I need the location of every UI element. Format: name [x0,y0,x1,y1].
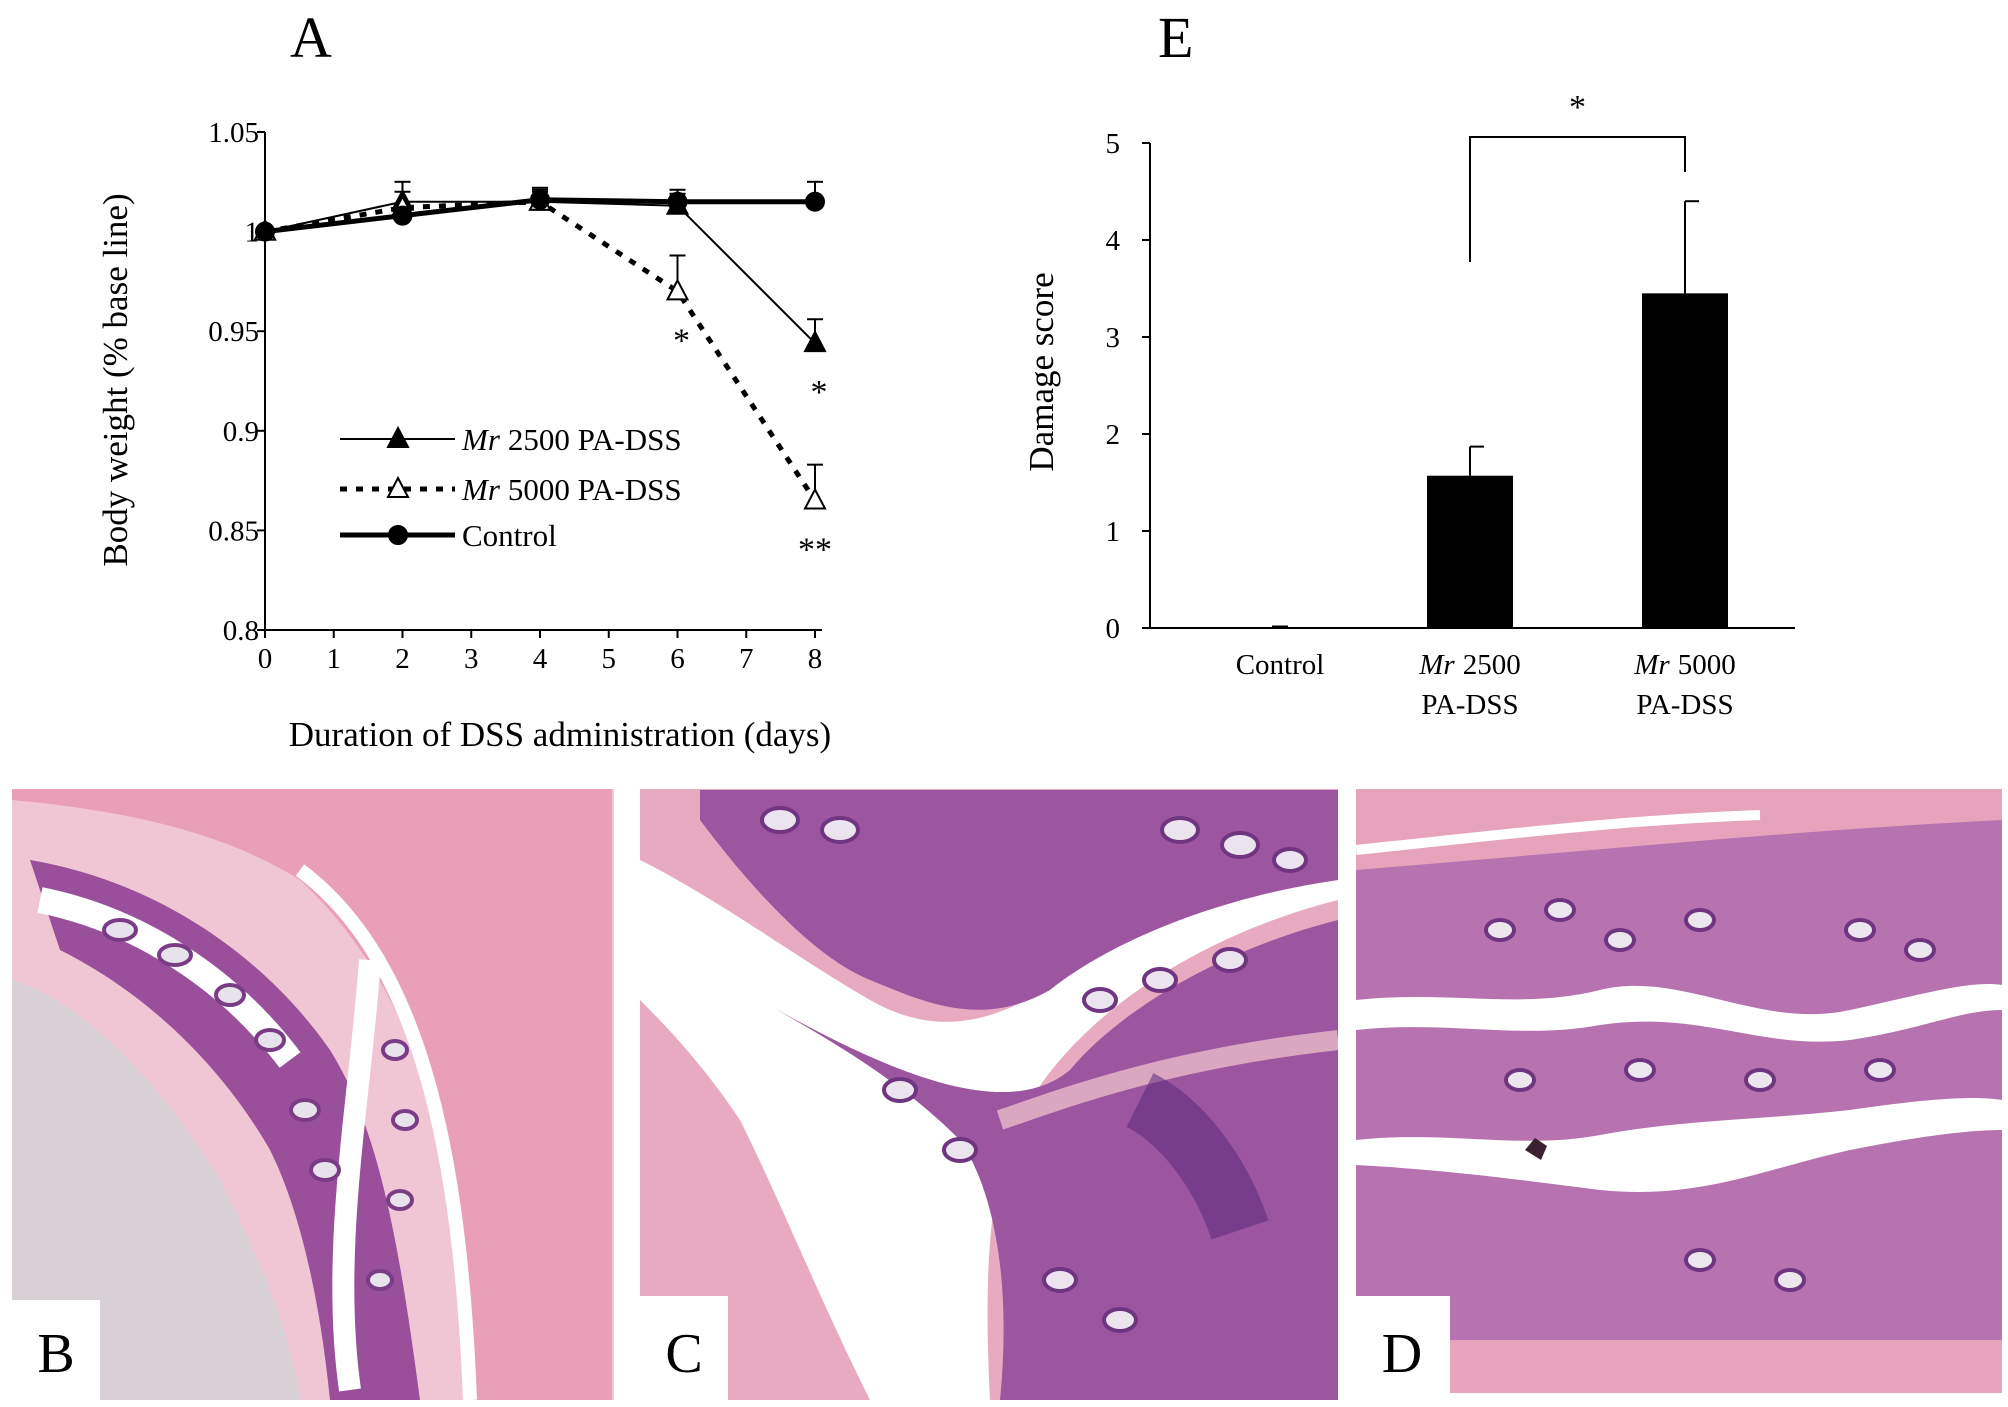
legend-label-control: Control [462,518,557,553]
x-axis-label: Duration of DSS administration (days) [289,715,831,754]
x-tick-label: 3 [464,643,479,675]
legend-marker-mr2500 [386,425,410,448]
y-tick-label: 4 [1106,225,1121,257]
x-tick-label: 6 [670,643,685,675]
data-point [665,278,690,301]
data-point [530,189,550,210]
y-tick-label: 0.9 [223,416,259,448]
y-tick-label: 0.8 [223,615,259,647]
panel-label-e: E [1158,5,1193,70]
y-axis-label: Damage score [1022,272,1061,471]
x-tick-label: 8 [808,643,823,675]
data-point [805,191,825,212]
category-italic: Mr [1633,649,1670,681]
category-label: Mr 5000 [1633,649,1735,681]
data-point [803,487,827,510]
data-point [392,205,413,226]
series-mr5000: *** [253,188,832,569]
x-tick-label: 2 [395,643,410,675]
panel-label-a: A [290,5,332,70]
legend-name: 2500 PA-DSS [508,422,682,457]
category-italic: Mr [1418,649,1455,681]
y-tick-label: 1 [1106,516,1121,548]
panel-label-b: B [37,1323,74,1385]
significance-marker: * [1569,89,1586,126]
y-tick-label: 0.85 [208,515,259,547]
legend-label-mr5000: Mr 5000 PA-DSS [461,472,682,507]
y-tick-label: 3 [1106,322,1121,354]
x-tick-label: 7 [739,643,754,675]
data-point [667,191,688,212]
legend-name: 5000 PA-DSS [508,472,682,507]
y-tick-label: 1.05 [208,117,259,149]
bar [1427,475,1513,628]
x-tick-label: 5 [602,643,617,675]
panel-label-c: C [665,1323,702,1385]
x-tick-label: 0 [258,643,273,675]
category-label: PA-DSS [1421,689,1518,721]
y-tick-label: 5 [1106,128,1121,160]
category-label: Control [1236,649,1325,681]
series-control [255,180,825,242]
category-line: 2500 [1463,649,1521,681]
histology-image-c: C [640,789,1338,1400]
significance-bracket [1469,136,1686,262]
legend-marker-control [388,525,408,545]
series-mr2500: * [253,180,828,411]
data-point [255,221,275,242]
significance-marker: ** [798,532,832,569]
panel-label-d: D [1382,1323,1422,1385]
legend-italic: Mr [461,472,501,507]
legend-label-mr2500: Mr 2500 PA-DSS [461,422,682,457]
y-tick-label: 0.95 [208,316,259,348]
category-line: 5000 [1678,649,1736,681]
category-label: Mr 2500 [1418,649,1520,681]
legend-italic: Mr [461,422,501,457]
data-point [803,330,827,353]
histology-image-b: B [12,789,614,1400]
significance-marker: * [673,322,690,359]
significance-marker: * [811,374,828,411]
y-axis-label: Body weight (% base line) [96,193,135,566]
x-tick-label: 1 [327,643,342,675]
category-label: PA-DSS [1636,689,1733,721]
histology-image-d: D [1356,789,2002,1393]
legend-marker-mr5000 [386,475,410,498]
bar [1642,293,1728,628]
x-tick-label: 4 [533,643,548,675]
y-tick-label: 2 [1106,419,1121,451]
y-tick-label: 0 [1106,613,1121,645]
